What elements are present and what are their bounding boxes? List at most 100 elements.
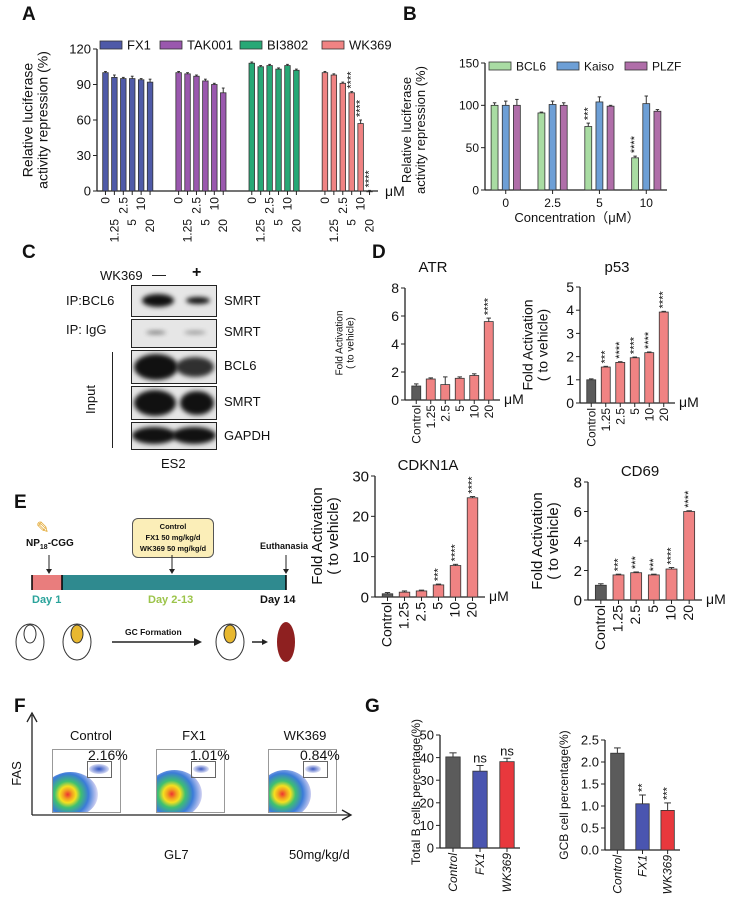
y-axis-label: Fold Activation: [335, 310, 346, 375]
chart-title: ATR: [419, 259, 448, 276]
blot-input-gapdh: [131, 422, 217, 450]
bar: [683, 511, 696, 601]
day-end-label: Day 14: [260, 594, 296, 606]
y-tick-label: 0: [472, 183, 479, 197]
bar: [660, 810, 675, 851]
y-tick-label: 0: [427, 841, 434, 856]
x-tick-label: WK369: [500, 853, 514, 893]
x-tick-label: 5: [453, 405, 467, 412]
chart-title: CD69: [621, 463, 659, 480]
bar: [631, 157, 639, 191]
y-tick-label: 2.0: [581, 755, 599, 770]
bar: [630, 572, 643, 601]
blot-input-bcl6: [131, 350, 217, 384]
y-tick-label: 2: [391, 364, 399, 380]
protein-label: SMRT: [224, 394, 261, 409]
y-tick-label: 10: [420, 818, 434, 833]
legend-swatch: [159, 40, 183, 50]
x-tick-label: 0: [172, 197, 186, 204]
bar: [595, 101, 604, 191]
significance-label: ****: [467, 476, 479, 494]
y-tick-label: 3: [566, 325, 574, 341]
bar: [537, 112, 546, 191]
bar: [120, 78, 127, 192]
chart-totalb: 0 10 20 30 40 50 ns ns Control FX1 WK369 Total B ce…: [409, 719, 520, 892]
panel-label-e: E: [14, 492, 27, 513]
x-tick-label: 5: [628, 408, 642, 415]
bar: [606, 105, 615, 191]
y-tick-label: 0.0: [581, 843, 599, 858]
y-tick-label: 2: [574, 563, 582, 580]
endpoint-label: Euthanasia: [260, 541, 309, 551]
x-axis-label: Concentration（μM）: [514, 210, 639, 225]
significance-label: ***: [582, 107, 594, 121]
y-axis-label: Total B cells percentage(%): [409, 719, 423, 865]
y-tick-label: 1: [566, 372, 574, 388]
y-tick-label: 0: [391, 392, 399, 408]
y-tick-label: 4: [574, 533, 582, 550]
y-tick-label: 120: [69, 42, 91, 57]
x-tick-label: 2.5: [263, 197, 277, 214]
bar: [193, 75, 200, 192]
x-tick-label: 5: [125, 219, 139, 226]
bar: [184, 73, 191, 192]
x-tick-label: 5: [198, 219, 212, 226]
x-tick-label: 2.5: [613, 408, 627, 425]
y-tick-label: 90: [77, 77, 91, 92]
significance-label: ****: [364, 170, 376, 188]
bar: [594, 584, 607, 601]
bar: [469, 375, 480, 401]
significance-label: ***: [613, 558, 625, 572]
x-tick-label: 2.5: [189, 197, 203, 214]
x-tick-label: 5: [596, 196, 603, 210]
x-tick-label: 20: [657, 408, 671, 422]
x-tick-label: 10: [663, 605, 679, 621]
gate-percentage: 0.84%: [300, 747, 340, 763]
y-tick-label: 30: [352, 468, 369, 485]
schedule-graphic: [15, 555, 295, 662]
x-tick-label: 10: [280, 197, 294, 211]
blot-ip-bcl6: [131, 285, 217, 317]
bar: [111, 77, 118, 192]
bar: [501, 104, 510, 191]
bar: [220, 92, 227, 192]
y-tick-label: 20: [420, 795, 434, 810]
bar: [513, 104, 521, 191]
legend-label: BCL6: [516, 60, 546, 74]
bar: [146, 81, 154, 192]
bar: [490, 104, 499, 191]
y-tick-label: 1.5: [581, 777, 599, 792]
y-axis-label: ( to vehicle): [545, 502, 562, 580]
bar: [211, 84, 218, 192]
x-tick-label: 5: [272, 219, 286, 226]
x-tick-label: 20: [464, 602, 480, 618]
bar: [548, 104, 557, 191]
x-tick-label: 2.5: [438, 405, 452, 422]
timeline-start: [32, 575, 62, 590]
flow-plot-control: [52, 749, 121, 813]
bar: [600, 366, 611, 404]
flow-title: WK369: [283, 728, 327, 743]
legend-label: FX1: [127, 38, 151, 53]
bar: [348, 92, 355, 192]
y-axis-label: GCB cell percentage(%): [557, 730, 571, 859]
gc-formation-label: GC Formation: [125, 627, 182, 637]
x-tick-label: Control: [379, 602, 395, 647]
bar: [499, 761, 515, 849]
bar: [653, 110, 662, 191]
x-tick-label: 1.25: [610, 605, 626, 632]
bar: [644, 352, 655, 404]
x-tick-label: 0: [245, 197, 259, 204]
gate-percentage: 2.16%: [88, 747, 128, 763]
timeline-bar: [62, 575, 286, 590]
bar: [381, 593, 394, 598]
flow-plot-fx1: [156, 749, 225, 813]
y-tick-label: 6: [391, 308, 399, 324]
legend-swatch: [488, 61, 512, 71]
x-tick-label: 0: [98, 197, 112, 204]
x-tick-label: 20: [143, 219, 157, 233]
x-tick-label: 10: [354, 197, 368, 211]
y-tick-label: 0: [361, 589, 369, 606]
